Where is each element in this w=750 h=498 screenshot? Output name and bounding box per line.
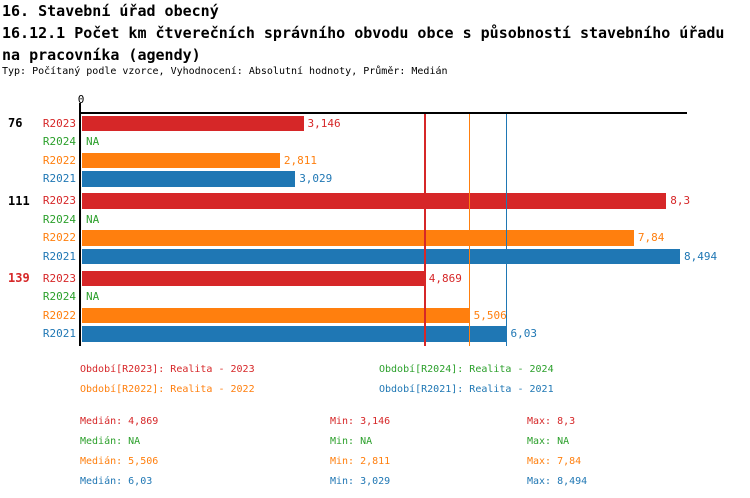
bar-value-label: 7,84 bbox=[637, 231, 665, 244]
bar bbox=[82, 193, 667, 209]
bar bbox=[82, 171, 296, 187]
bar-value-label: 2,811 bbox=[283, 153, 318, 167]
bar-value-label: 3,146 bbox=[307, 116, 341, 130]
median-line-R2023 bbox=[424, 114, 426, 346]
bar bbox=[82, 270, 425, 286]
series-label: R2024 bbox=[42, 135, 76, 148]
bar-na-label: NA bbox=[86, 135, 100, 148]
stat-min-R2023: Min: 3,146 bbox=[330, 415, 391, 427]
bar-na-label: NA bbox=[86, 290, 100, 303]
median-line-R2022 bbox=[468, 114, 471, 346]
series-label: R2024 bbox=[42, 290, 76, 303]
series-label: R2024 bbox=[42, 212, 76, 226]
series-label: R2022 bbox=[42, 231, 76, 244]
stat-max-R2021: Max: 8,494 bbox=[527, 475, 588, 487]
bar-value-label: 4,869 bbox=[428, 271, 462, 285]
bar bbox=[82, 326, 507, 342]
report-section-title: 16. Stavební úřad obecný bbox=[2, 2, 219, 20]
stat-min-R2022: Min: 2,811 bbox=[330, 455, 391, 467]
group-label: 76 bbox=[8, 116, 23, 130]
bar-value-label: 8,3 bbox=[670, 194, 691, 207]
stat-max-R2023: Max: 8,3 bbox=[527, 415, 576, 427]
legend-item-R2024: Období[R2024]: Realita - 2024 bbox=[379, 364, 554, 375]
bar bbox=[82, 307, 470, 323]
indicator-title-continued: na pracovníka (agendy) bbox=[2, 46, 201, 64]
stat-max-R2022: Max: 7,84 bbox=[527, 455, 582, 467]
y-axis-line bbox=[79, 103, 81, 346]
series-label: R2023 bbox=[42, 194, 76, 207]
indicator-title: 16.12.1 Počet km čtverečních správního o… bbox=[2, 24, 725, 42]
series-label: R2022 bbox=[42, 308, 76, 322]
legend-item-R2022: Období[R2022]: Realita - 2022 bbox=[80, 384, 255, 395]
bar-value-label: 5,506 bbox=[473, 308, 507, 322]
stat-median-R2021: Medián: 6,03 bbox=[80, 475, 153, 487]
bar bbox=[82, 248, 680, 264]
x-axis-zero-label: 0 bbox=[77, 93, 85, 106]
stat-min-R2021: Min: 3,029 bbox=[330, 475, 391, 487]
bar-value-label: 6,03 bbox=[510, 327, 538, 340]
stat-median-R2022: Medián: 5,506 bbox=[80, 455, 159, 467]
median-line-R2021 bbox=[505, 114, 508, 346]
group-label: 111 bbox=[8, 193, 30, 208]
stat-median-R2023: Medián: 4,869 bbox=[80, 415, 159, 427]
stat-median-R2024: Medián: NA bbox=[80, 435, 141, 447]
bar-na-label: NA bbox=[86, 212, 100, 226]
bar-value-label: 3,029 bbox=[299, 172, 333, 185]
x-axis-line bbox=[79, 112, 687, 114]
group-label: 139 bbox=[8, 271, 30, 285]
legend-item-R2023: Období[R2023]: Realita - 2023 bbox=[80, 364, 255, 375]
bar bbox=[82, 230, 634, 246]
series-label: R2023 bbox=[42, 116, 76, 130]
chart-meta: Typ: Počítaný podle vzorce, Vyhodnocení:… bbox=[2, 66, 448, 77]
stat-max-R2024: Max: NA bbox=[527, 435, 570, 447]
bar bbox=[82, 152, 280, 168]
stat-min-R2024: Min: NA bbox=[330, 435, 373, 447]
series-label: R2021 bbox=[42, 172, 76, 185]
bar-value-label: 8,494 bbox=[684, 249, 718, 263]
bar bbox=[82, 115, 304, 131]
series-label: R2023 bbox=[42, 271, 76, 285]
series-label: R2021 bbox=[42, 249, 76, 263]
legend-item-R2021: Období[R2021]: Realita - 2021 bbox=[379, 384, 554, 395]
series-label: R2021 bbox=[42, 327, 76, 340]
series-label: R2022 bbox=[42, 153, 76, 167]
